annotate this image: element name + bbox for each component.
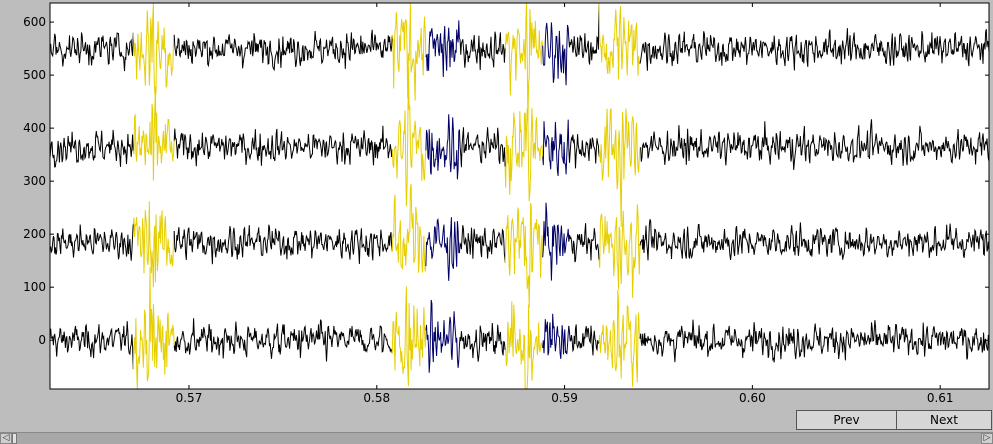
trace-segment: [49, 224, 134, 261]
y-tick-label: 200: [23, 227, 46, 241]
x-tick-label: 0.60: [739, 391, 766, 405]
trace-segment: [458, 322, 506, 362]
trace-segment: [568, 2, 600, 65]
trace-segment: [132, 86, 175, 181]
trace-segment: [639, 219, 990, 261]
trace-segment: [542, 22, 570, 86]
x-tick-label: 0.61: [927, 391, 954, 405]
y-tick-label: 600: [23, 15, 46, 29]
trace-segment: [598, 204, 641, 299]
trace-segment: [568, 324, 600, 356]
trace-segment: [568, 134, 600, 169]
trace-segment: [458, 127, 506, 168]
x-axis: 0.57 0.58 0.59 0.60 0.61: [176, 3, 954, 405]
eeg-figure: 0 100 200 300 400 500 600 0.57 0.58 0.59 0.60 0.61: [23, 2, 990, 405]
y-tick-label: 0: [38, 333, 46, 347]
x-tick-label: 0.58: [363, 391, 390, 405]
scroll-left-arrow-icon[interactable]: ◁: [0, 433, 12, 444]
scroll-right-arrow-icon[interactable]: ▷: [981, 433, 993, 444]
trace-segment: [458, 225, 506, 263]
trace-segment: [391, 67, 427, 207]
trace-segment: [425, 299, 460, 373]
plot-area: [50, 3, 989, 389]
trace-segment: [542, 202, 570, 281]
trace-segment: [598, 289, 641, 387]
trace-segment: [639, 119, 990, 170]
traces: [49, 2, 990, 390]
trace-segment: [425, 114, 460, 180]
trace-segment: [458, 31, 506, 71]
trace-segment: [391, 184, 427, 273]
trace-segment: [132, 2, 175, 98]
trace-segment: [173, 224, 393, 265]
y-tick-label: 300: [23, 174, 46, 188]
trace-segment: [49, 321, 134, 370]
y-axis: 0 100 200 300 400 500 600: [23, 15, 989, 347]
trace-segment: [425, 20, 460, 78]
trace-segment: [173, 29, 393, 72]
x-tick-label: 0.59: [551, 391, 578, 405]
trace-segment: [132, 201, 175, 288]
trace-segment: [425, 217, 460, 281]
trace-segment: [504, 2, 544, 123]
trace-segment: [173, 125, 393, 167]
trace-segment: [391, 286, 427, 387]
y-tick-label: 400: [23, 121, 46, 135]
trace-segment: [49, 32, 134, 72]
trace-segment: [568, 223, 600, 263]
next-button[interactable]: Next: [896, 410, 992, 430]
y-tick-label: 500: [23, 68, 46, 82]
horizontal-scrollbar[interactable]: ◁ ▷: [0, 432, 993, 444]
trace-segment: [504, 301, 544, 390]
y-tick-label: 100: [23, 280, 46, 294]
trace-segment: [391, 2, 427, 101]
trace-segment: [542, 313, 570, 359]
trace-segment: [173, 318, 393, 362]
trace-segment: [504, 202, 544, 308]
prev-button[interactable]: Prev: [796, 410, 897, 430]
trace-segment: [598, 2, 641, 80]
trace-segment: [598, 107, 641, 227]
x-tick-label: 0.57: [176, 391, 203, 405]
trace-segment: [49, 129, 134, 168]
scroll-thumb[interactable]: [12, 433, 17, 444]
trace-segment: [639, 319, 990, 363]
trace-segment: [639, 28, 990, 71]
axes-frame: [49, 2, 990, 390]
trace-segment: [504, 108, 544, 202]
trace-segment: [132, 267, 175, 390]
trace-segment: [542, 119, 570, 176]
